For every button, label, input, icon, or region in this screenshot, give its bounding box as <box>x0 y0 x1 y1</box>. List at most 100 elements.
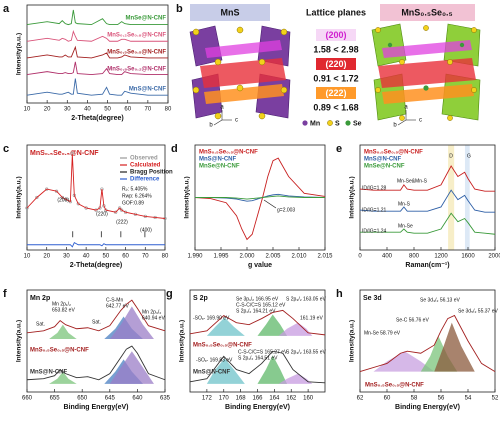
spectrum-line <box>359 165 495 192</box>
x-tick-label: 162 <box>286 396 297 402</box>
spectrum-line <box>189 350 326 384</box>
legend-label: Bragg Position <box>130 170 173 176</box>
x-tick-label: 164 <box>269 396 280 402</box>
panel-title: Se 3d <box>363 295 382 302</box>
plot-frame <box>26 289 166 393</box>
axis-letter: a <box>220 105 224 111</box>
left-title: MnS <box>221 7 240 17</box>
annotation: S 2p₃/₂ 163.55 eV <box>286 349 327 355</box>
annotation: Sat. <box>36 321 45 327</box>
axes-glyph <box>213 110 416 126</box>
y-axis-label: Intensity(a.u.) <box>349 176 356 218</box>
x-tick-label: 400 <box>382 254 393 260</box>
annotation: Rₚ: 5.405% <box>122 186 148 192</box>
x-tick-label: 1.990 <box>187 254 203 260</box>
fit-peak <box>49 371 77 384</box>
legend-dot <box>302 120 308 126</box>
center-title: Lattice planes <box>306 7 366 17</box>
annotation: Mn-Se&Mn-S <box>397 178 428 184</box>
legend-dot <box>327 120 333 126</box>
x-tick-label: 80 <box>162 254 169 260</box>
axis-letter: b <box>209 123 213 129</box>
spectrum-line <box>26 61 168 76</box>
legend-label: MnS@N-CNF <box>129 87 167 93</box>
axis-letter: b <box>393 123 397 129</box>
annotation: ID/IG=1.24 <box>362 228 387 234</box>
data-point <box>76 202 80 206</box>
x-tick-label: 170 <box>219 396 230 402</box>
x-tick-label: 635 <box>160 396 171 402</box>
panel-letter: f <box>3 288 7 300</box>
chart-panel: f Mn 2p 660 655 650 645 640 635 Binding Energy(e… <box>3 288 171 411</box>
annotation: 642.77 eV <box>106 303 129 309</box>
x-tick-label: 62 <box>357 396 364 402</box>
legend-label: Observed <box>130 156 158 162</box>
fit-peak <box>373 351 435 372</box>
x-tick-label: 60 <box>384 396 391 402</box>
annotation: Rwp: 6.264% <box>122 193 152 199</box>
right-title: MnS₀.₅Se₀.₅ <box>401 7 452 17</box>
x-axis-label: 2-Theta(degree) <box>71 115 124 122</box>
x-axis-label: 2-Theta(degree) <box>70 262 123 269</box>
annotation: ID/IG=1.28 <box>362 185 387 191</box>
panel-title: S 2p <box>193 295 208 302</box>
x-tick-label: 58 <box>411 396 418 402</box>
annotation: C-S-C/C=S 165.27 eV <box>238 349 288 355</box>
band <box>464 145 470 250</box>
annotation: Mn-S <box>398 201 411 207</box>
fit-peak <box>278 322 313 336</box>
legend-label: MnS₀.₅Se₀.₅@N-CNF <box>30 348 89 354</box>
plane-comparison: 0.89 < 1.68 <box>313 102 358 112</box>
plane-box <box>316 87 356 99</box>
x-tick-label: 56 <box>438 396 445 402</box>
x-tick-label: 2.015 <box>317 254 333 260</box>
chart-panel: d 1.990 1.995 2.000 2.005 2.010 2.015 g value In… <box>171 143 333 269</box>
y-axis-label: Intensity(a.u.) <box>16 176 23 218</box>
legend-label: MnS@N-CNF <box>364 157 402 163</box>
legend-label: MnSe@N-CNF <box>364 164 405 170</box>
x-tick-label: 50 <box>104 107 111 113</box>
legend-label: MnSe@N-CNF <box>199 164 240 170</box>
x-tick-label: 70 <box>145 107 152 113</box>
legend-label: Calculated <box>130 163 161 169</box>
annotation: Se 3d₃/₂ 56.13 eV <box>420 297 461 303</box>
spectrum-line <box>26 29 168 42</box>
annotation: Se 3p₁/₂ 166.95 eV <box>236 296 279 302</box>
y-axis-label: Intensity(a.u.) <box>179 320 186 362</box>
axis-letter: c <box>419 118 422 124</box>
legend-label: MnS₀.₅Se₀.₅@N-CNF <box>199 150 258 156</box>
x-tick-label: 800 <box>409 254 420 260</box>
chart-panel: g S 2p 172 170 168 166 164 162 160 Binding Energy… <box>166 288 327 411</box>
x-tick-label: 60 <box>122 254 129 260</box>
panel-letter: b <box>176 3 183 15</box>
title-box <box>380 4 475 21</box>
plane-comparison: 0.91 < 1.72 <box>313 73 358 83</box>
x-tick-label: 650 <box>77 396 88 402</box>
mns-crystal <box>189 25 291 120</box>
axis-letter: c <box>235 118 238 124</box>
y-axis-label: Intensity(a.u.) <box>16 320 23 362</box>
panel-letter: d <box>171 143 178 155</box>
annotation: Sat. <box>92 319 101 325</box>
fit-peak <box>109 351 154 384</box>
annotation: Mn-Se <box>398 223 413 229</box>
annotation: (400) <box>140 227 152 233</box>
annotation: S 2p₃/₂ 163.05 eV <box>286 296 327 302</box>
plot-frame <box>359 144 496 251</box>
axis-letter: a <box>404 105 408 111</box>
legend-label: Difference <box>130 177 160 183</box>
plot-frame <box>26 4 169 104</box>
plane-label: (220) <box>325 59 346 69</box>
x-tick-label: 30 <box>64 107 71 113</box>
x-tick-label: 1600 <box>461 254 475 260</box>
panel-letter: c <box>3 143 9 155</box>
x-tick-label: 40 <box>84 107 91 113</box>
y-axis-label: Intensity(a.u.) <box>349 320 356 362</box>
band <box>448 145 455 250</box>
spectrum-line <box>26 299 166 334</box>
x-tick-label: 20 <box>44 107 51 113</box>
fit-peak <box>206 317 245 336</box>
fit-peak <box>434 322 475 372</box>
x-tick-label: 2.010 <box>291 254 307 260</box>
